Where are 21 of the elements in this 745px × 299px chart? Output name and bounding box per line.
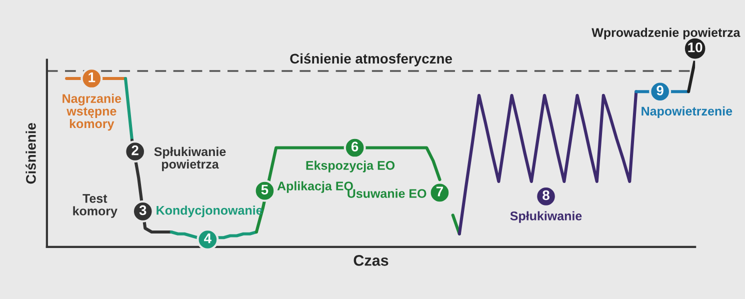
- annotation: Usuwanie EO: [348, 188, 426, 198]
- ref-line-label: Ciśnienie atmosferyczne: [290, 53, 452, 66]
- text: Wprowadzenie powietrza: [592, 28, 740, 40]
- annotation: Test komory: [73, 194, 118, 218]
- text: 10: [688, 42, 702, 52]
- annotation: 2: [132, 145, 138, 156]
- annotation: 5: [261, 184, 268, 195]
- annotation: Ekspozycja EO: [306, 160, 395, 172]
- annotation: 4: [204, 234, 212, 244]
- annotation: 3: [139, 205, 146, 216]
- annotation: 9: [656, 86, 664, 96]
- annotation: Spłukiwanie powietrza: [154, 146, 226, 172]
- annotation: Spłukiwanie: [510, 211, 582, 223]
- annotation: 6: [351, 142, 358, 152]
- annotation: Nagrzanie wstępne komory: [62, 94, 122, 131]
- x-axis-title: Czas: [354, 255, 388, 266]
- annotation: 8: [542, 190, 550, 200]
- annotation: 7: [436, 186, 443, 196]
- y-axis-title: Ciśnienie: [26, 122, 36, 184]
- annotation: 1: [88, 72, 96, 82]
- annotation: Napowietrzenie: [642, 106, 732, 118]
